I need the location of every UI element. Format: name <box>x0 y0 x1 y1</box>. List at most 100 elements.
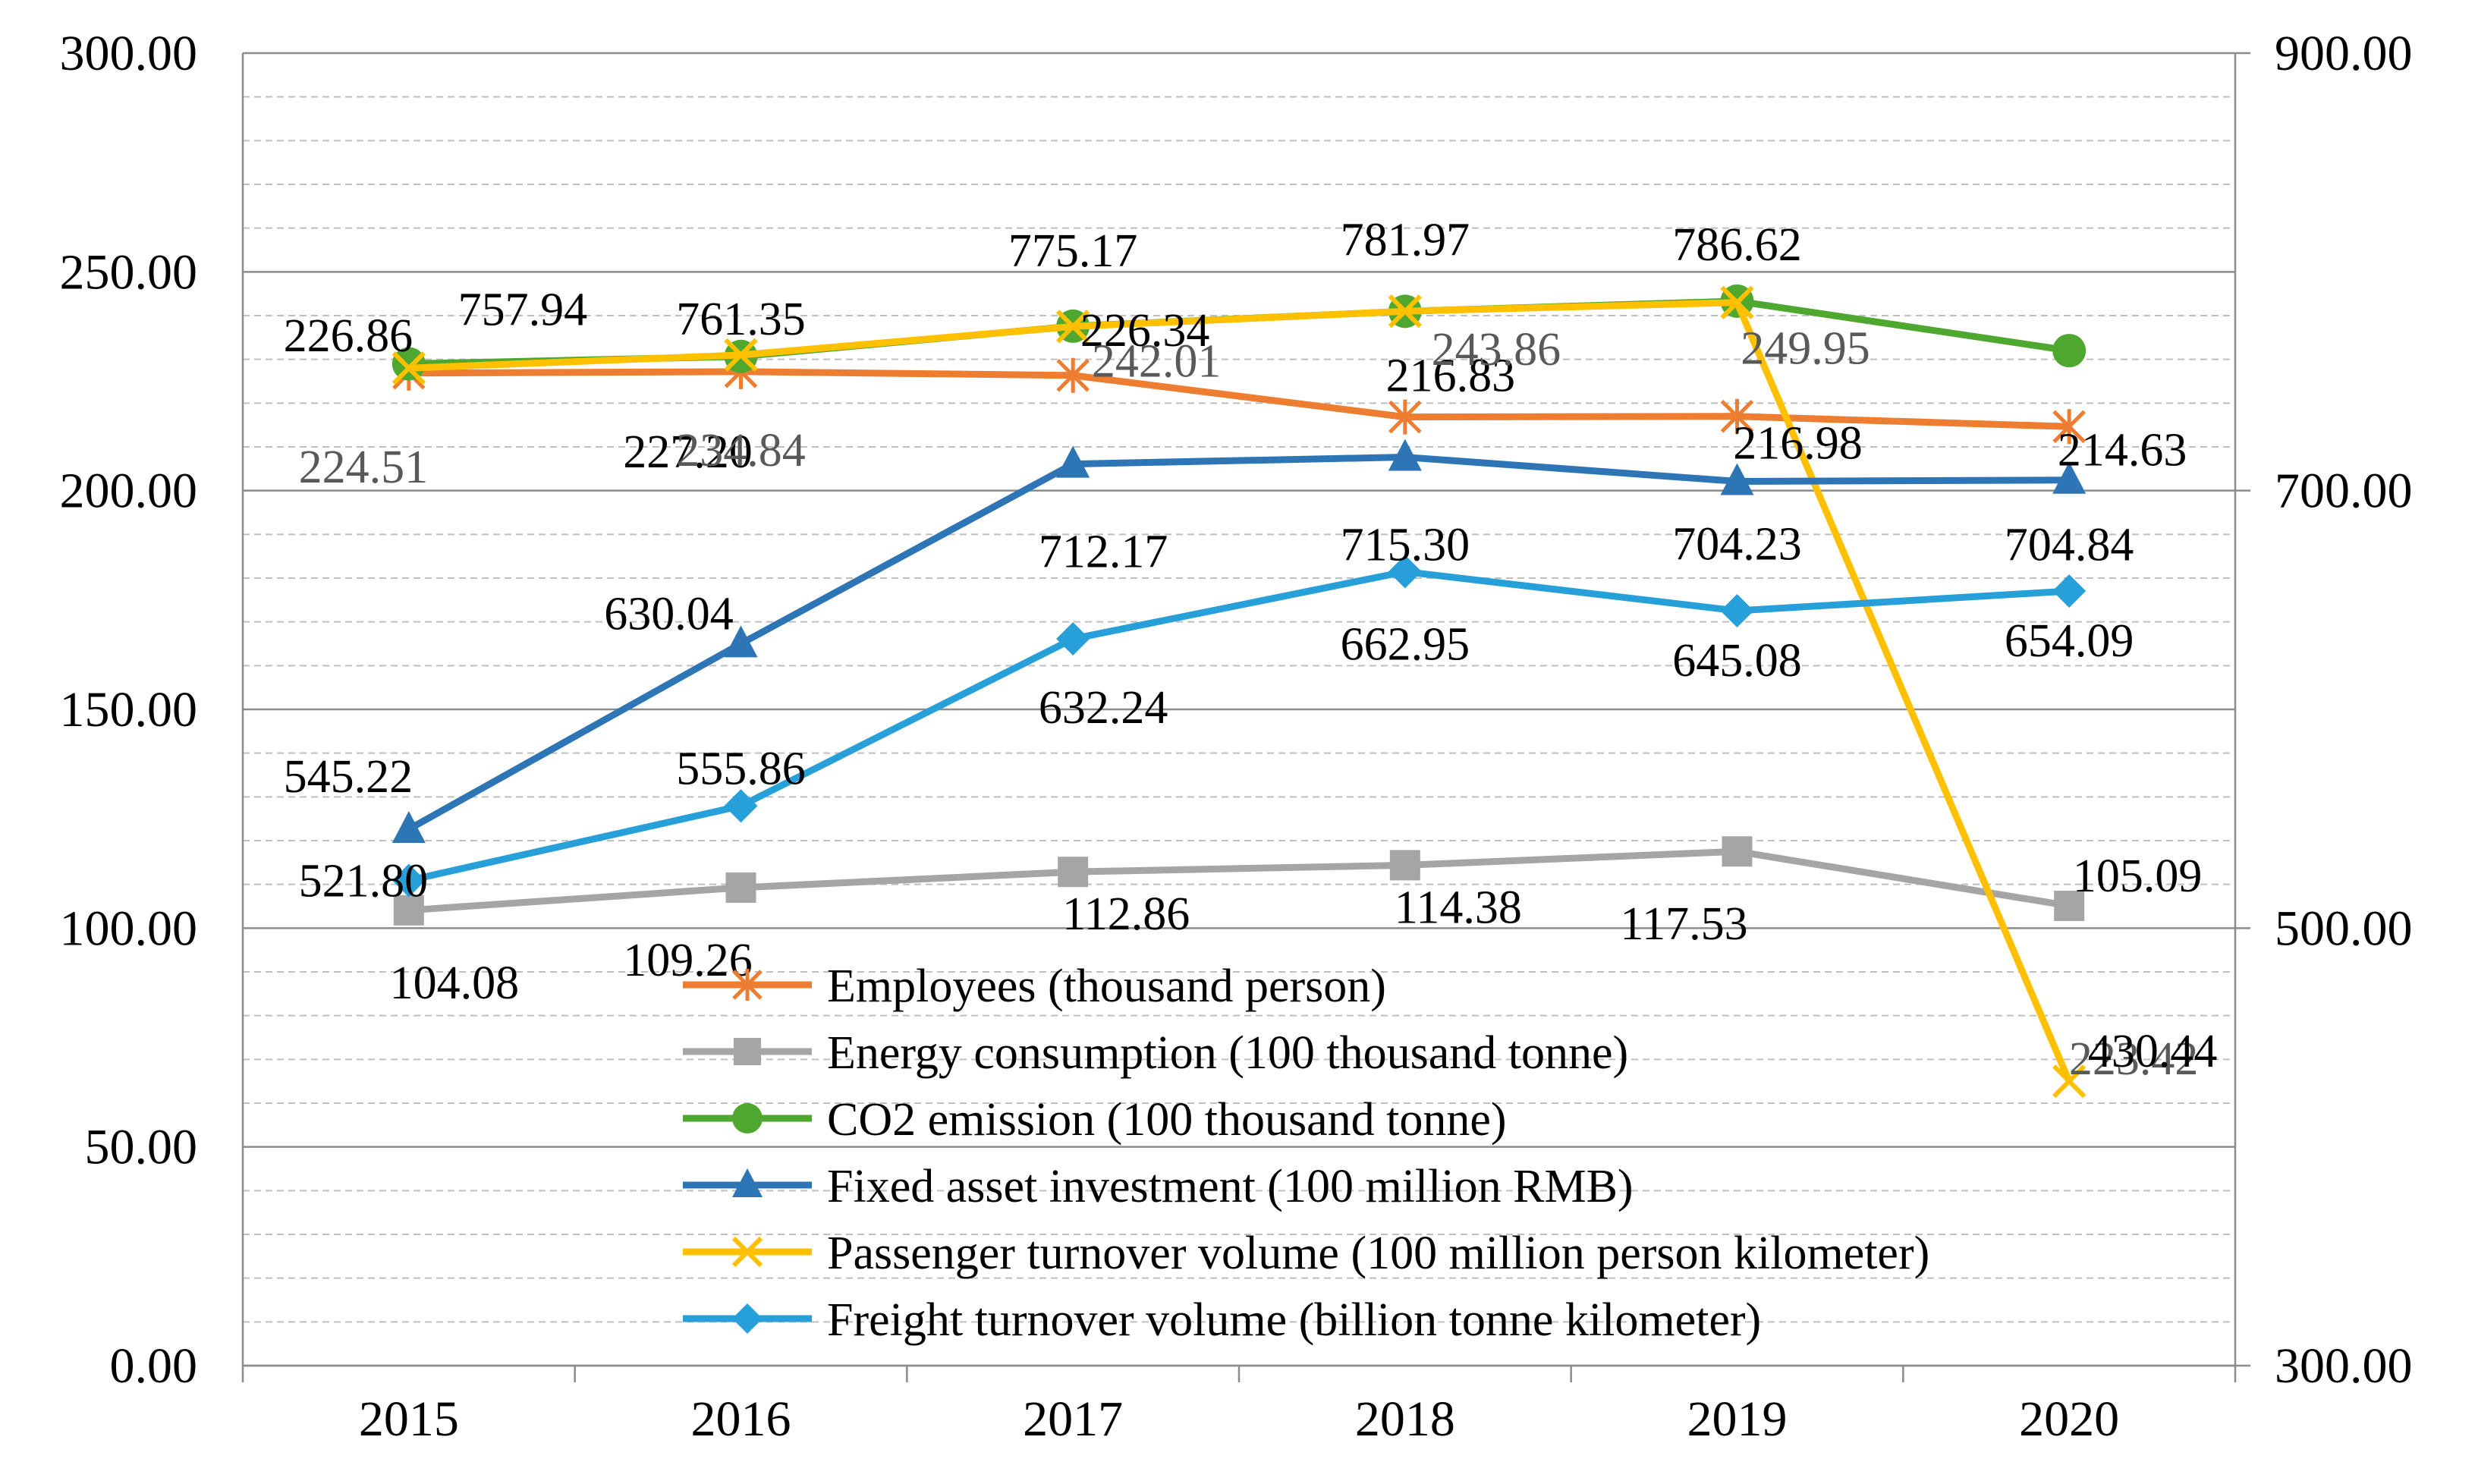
legend-label: Energy consumption (100 thousand tonne) <box>827 1027 1628 1079</box>
data-point <box>1056 310 1090 344</box>
data-point <box>732 969 763 1001</box>
right-axis-tick-label: 300.00 <box>2275 1338 2413 1394</box>
data-label: 786.62 <box>1672 219 1802 271</box>
marker-stroke <box>724 338 758 373</box>
axes: 0.00 50.00 100.00 150.00 200.00 250.00 300.00 3… <box>60 26 2413 1447</box>
data-point <box>393 894 424 926</box>
data-point <box>1389 850 1420 881</box>
data-label: 521.80 <box>299 855 429 907</box>
legend-item: Employees (thousand person) <box>683 961 1386 1012</box>
legend: Employees (thousand person) Energy consum… <box>683 961 1929 1346</box>
series-line <box>408 368 2070 430</box>
data-label: 114.38 <box>1395 882 1522 933</box>
data-label: 104.08 <box>390 957 520 1009</box>
legend-item: Freight turnover volume (billion tonne k… <box>683 1294 1761 1346</box>
data-label: 632.24 <box>1039 682 1168 734</box>
data-point <box>1722 836 1753 867</box>
data-point <box>2052 409 2086 445</box>
data-label: 761.35 <box>676 294 806 345</box>
marker-stroke <box>731 1236 763 1268</box>
data-label: 781.97 <box>1341 214 1470 266</box>
data-point <box>2052 461 2086 494</box>
data-label: 243.86 <box>1432 324 1561 376</box>
x-axis-tick-label: 2015 <box>359 1391 459 1447</box>
data-point <box>732 1303 763 1334</box>
marker-stroke <box>1720 285 1754 319</box>
data-point <box>1058 857 1089 888</box>
data-label: 242.01 <box>1092 335 1222 387</box>
data-point <box>392 351 426 385</box>
right-axis-tick-label: 700.00 <box>2275 464 2413 519</box>
x-axis-tick-label: 2016 <box>691 1391 791 1447</box>
data-point <box>732 1103 763 1133</box>
data-label: 216.98 <box>1733 418 1863 470</box>
data-label: 117.53 <box>1620 898 1747 950</box>
data-point <box>1056 445 1090 478</box>
legend-label: Employees (thousand person) <box>827 961 1386 1012</box>
data-label: 249.95 <box>1741 323 1870 375</box>
data-label: 226.34 <box>1080 305 1210 357</box>
data-label: 712.17 <box>1039 527 1168 578</box>
x-axis-tick-label: 2018 <box>1355 1391 1455 1447</box>
data-point <box>725 872 756 903</box>
data-label: 226.86 <box>284 310 414 362</box>
series-line <box>407 568 2070 884</box>
legend-label: Freight turnover volume (billion tonne k… <box>827 1294 1761 1346</box>
data-label: 545.22 <box>284 751 414 803</box>
data-point <box>1720 398 1754 434</box>
marker-stroke <box>392 351 426 385</box>
series-5 <box>392 285 2086 1099</box>
data-labels: 226.86 227.20 226.34 216.83 216.98 214.63 104.… <box>284 214 2218 1085</box>
data-point <box>2052 334 2086 368</box>
data-label: 654.09 <box>2005 615 2134 667</box>
data-label: 630.04 <box>604 588 734 640</box>
data-point <box>731 1236 763 1268</box>
data-point <box>1720 594 1754 628</box>
x-axis-tick-label: 2020 <box>2019 1391 2119 1447</box>
data-point <box>724 625 758 658</box>
data-label: 715.30 <box>1341 520 1470 571</box>
series-line <box>407 454 2070 832</box>
data-point <box>1056 622 1090 656</box>
data-point <box>392 810 426 843</box>
series-2 <box>393 836 2085 926</box>
legend-label: CO2 emission (100 thousand tonne) <box>827 1094 1507 1146</box>
data-point <box>392 863 426 898</box>
data-point <box>392 347 426 381</box>
marker-stroke <box>2052 1064 2086 1099</box>
data-label: 223.42 <box>2069 1033 2199 1085</box>
left-axis-tick-label: 0.00 <box>110 1338 198 1394</box>
legend-item: Fixed asset investment (100 million RMB) <box>683 1161 1634 1212</box>
left-axis-tick-label: 150.00 <box>60 682 198 737</box>
data-label: 704.84 <box>2005 520 2134 571</box>
data-label: 112.86 <box>1062 888 1190 940</box>
series-line <box>408 847 2070 914</box>
legend-label: Passenger turnover volume (100 million p… <box>827 1228 1929 1279</box>
right-axis-tick-label: 900.00 <box>2275 26 2413 81</box>
legend-label: Fixed asset investment (100 million RMB) <box>827 1161 1634 1212</box>
series-6 <box>392 555 2086 898</box>
marker-stroke <box>1056 310 1090 344</box>
data-label: 645.08 <box>1672 635 1802 687</box>
left-axis-tick-label: 100.00 <box>60 901 198 956</box>
left-axis-tick-label: 250.00 <box>60 244 198 300</box>
data-point <box>724 338 758 373</box>
legend-item: Passenger turnover volume (100 million p… <box>683 1228 1929 1279</box>
data-point <box>734 1038 761 1065</box>
data-point <box>2052 574 2086 608</box>
data-point <box>1056 357 1090 393</box>
x-axis-tick-label: 2019 <box>1687 1391 1788 1447</box>
data-label: 775.17 <box>1008 225 1138 277</box>
data-point <box>1388 294 1422 329</box>
data-point <box>1388 439 1422 471</box>
data-label: 227.20 <box>623 426 753 478</box>
data-point <box>724 789 758 823</box>
data-label: 555.86 <box>676 743 806 794</box>
data-point <box>732 1168 763 1197</box>
gridlines <box>243 52 2235 1367</box>
right-axis-tick-label: 500.00 <box>2275 901 2413 956</box>
series-4 <box>392 439 2086 843</box>
data-point <box>1388 399 1422 435</box>
data-label: 105.09 <box>2073 850 2203 902</box>
